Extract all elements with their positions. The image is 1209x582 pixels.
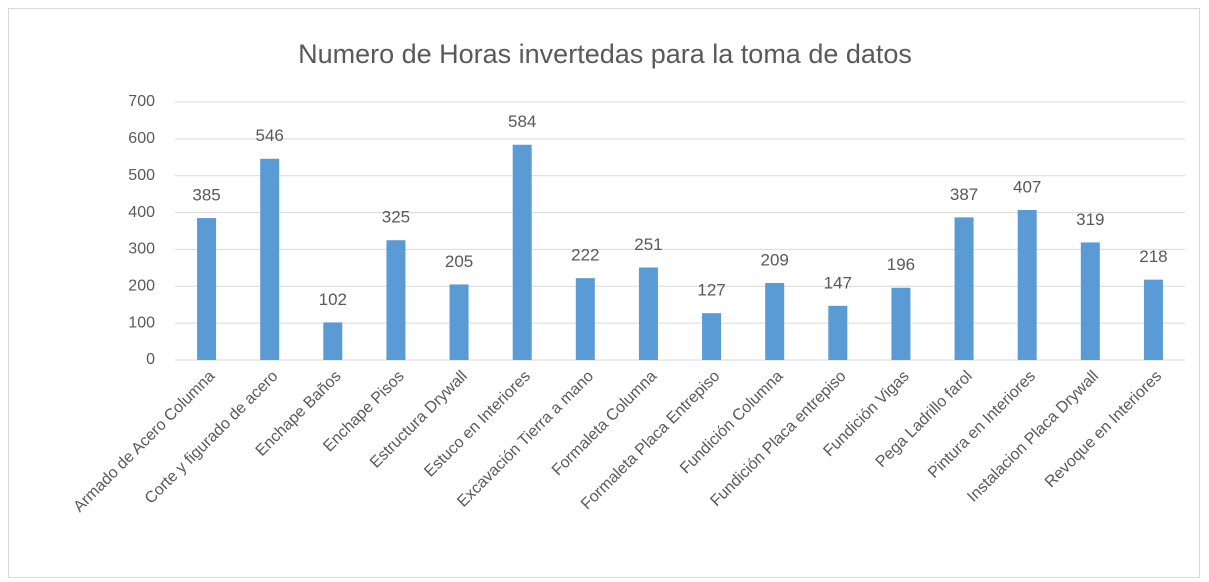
data-label: 102 — [319, 290, 347, 309]
bar — [449, 284, 469, 360]
data-label: 407 — [1013, 177, 1041, 196]
data-label: 196 — [887, 255, 915, 274]
data-label: 205 — [445, 252, 473, 271]
y-tick-label: 0 — [146, 351, 155, 368]
bar — [323, 322, 343, 360]
bar — [575, 278, 595, 360]
y-tick-label: 700 — [128, 93, 155, 110]
bar — [1017, 209, 1037, 360]
data-label: 209 — [761, 250, 789, 269]
bar — [954, 217, 974, 360]
data-label: 218 — [1139, 247, 1167, 266]
bar — [638, 267, 658, 360]
bar — [512, 144, 532, 360]
y-tick-label: 600 — [128, 130, 155, 147]
bar — [891, 287, 911, 360]
chart-title: Numero de Horas invertedas para la toma … — [298, 39, 912, 69]
bar — [1143, 279, 1163, 360]
data-label: 319 — [1076, 210, 1104, 229]
data-label: 222 — [571, 246, 599, 265]
y-tick-label: 100 — [128, 314, 155, 331]
bar — [386, 240, 406, 360]
data-label: 251 — [634, 235, 662, 254]
data-label: 387 — [950, 185, 978, 204]
y-tick-label: 400 — [128, 204, 155, 221]
data-label: 584 — [508, 112, 536, 131]
bar — [1080, 242, 1100, 360]
y-tick-label: 500 — [128, 167, 155, 184]
data-label: 147 — [824, 273, 852, 292]
bar — [260, 158, 280, 360]
bar — [828, 305, 848, 360]
y-tick-label: 300 — [128, 241, 155, 258]
data-label: 385 — [192, 186, 220, 205]
data-label: 127 — [697, 281, 725, 300]
data-label: 325 — [382, 208, 410, 227]
y-tick-label: 200 — [128, 278, 155, 295]
bar — [197, 218, 217, 360]
bar — [765, 282, 785, 360]
bar — [702, 313, 722, 360]
data-label: 546 — [256, 126, 284, 145]
